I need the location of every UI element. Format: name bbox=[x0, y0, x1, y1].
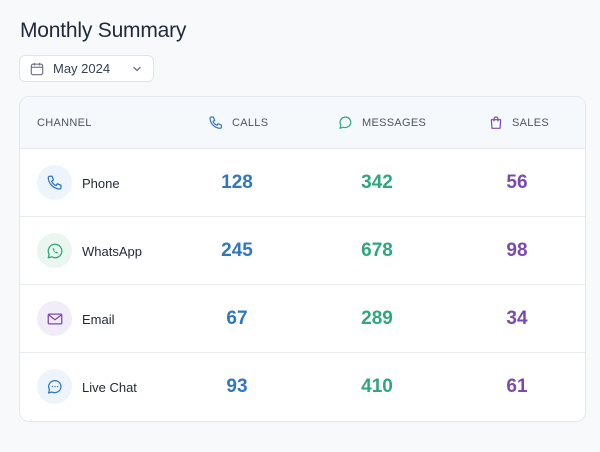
phone-icon bbox=[37, 165, 72, 200]
column-header-messages: MESSAGES bbox=[338, 97, 426, 149]
mail-icon bbox=[37, 301, 72, 336]
column-header-calls: CALLS bbox=[208, 97, 268, 149]
calendar-icon bbox=[30, 62, 44, 76]
calls-value: 67 bbox=[226, 308, 248, 329]
messages-value: 342 bbox=[361, 172, 393, 193]
month-dropdown[interactable]: May 2024 bbox=[19, 55, 154, 82]
table-row: Live Chat 93 410 61 bbox=[20, 353, 585, 421]
table-row: Phone 128 342 56 bbox=[20, 149, 585, 217]
whatsapp-icon bbox=[37, 233, 72, 268]
chat-icon bbox=[37, 369, 72, 404]
sales-value: 98 bbox=[506, 240, 528, 261]
channel-name: Live Chat bbox=[82, 379, 137, 395]
shopping-bag-icon bbox=[488, 115, 504, 131]
sales-value: 34 bbox=[506, 308, 528, 329]
chevron-down-icon bbox=[131, 63, 143, 75]
calls-value: 245 bbox=[221, 240, 253, 261]
column-header-sales: SALES bbox=[488, 97, 549, 149]
table-header: CHANNEL CALLS MESSAGES bbox=[20, 97, 585, 149]
sales-value: 56 bbox=[506, 172, 528, 193]
month-dropdown-value: May 2024 bbox=[53, 61, 111, 76]
messages-value: 410 bbox=[361, 376, 393, 397]
calls-value: 128 bbox=[221, 172, 253, 193]
table-row: WhatsApp 245 678 98 bbox=[20, 217, 585, 285]
table-row: Email 67 289 34 bbox=[20, 285, 585, 353]
channel-name: Phone bbox=[82, 175, 120, 191]
summary-table: CHANNEL CALLS MESSAGES bbox=[19, 96, 586, 422]
sales-value: 61 bbox=[506, 376, 528, 397]
messages-value: 289 bbox=[361, 308, 393, 329]
chat-bubble-icon bbox=[338, 115, 354, 131]
messages-value: 678 bbox=[361, 240, 393, 261]
phone-icon bbox=[208, 115, 224, 131]
calls-value: 93 bbox=[226, 376, 248, 397]
column-header-channel: CHANNEL bbox=[37, 117, 92, 129]
page-title: Monthly Summary bbox=[20, 19, 187, 42]
channel-name: WhatsApp bbox=[82, 243, 142, 259]
channel-name: Email bbox=[82, 311, 115, 327]
